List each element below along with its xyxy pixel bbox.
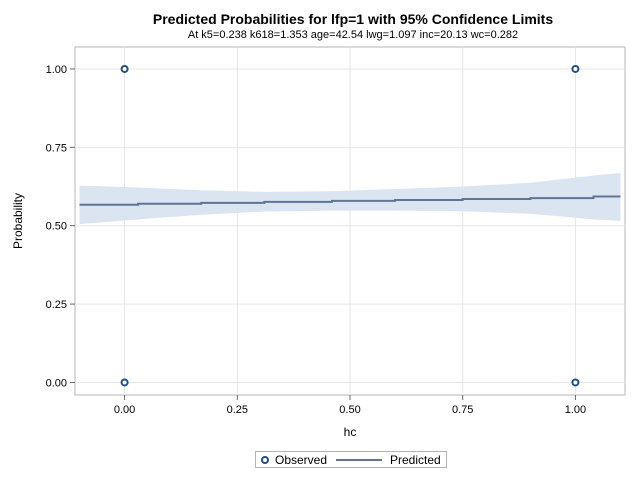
y-tick-label: 0.25 <box>46 299 67 311</box>
observed-point <box>571 64 580 73</box>
x-axis-ticks: 0.00 0.25 0.50 0.75 1.00 <box>114 395 586 416</box>
observed-point <box>120 64 129 73</box>
predicted-line-icon <box>336 459 382 461</box>
observed-marker-icon <box>261 456 269 464</box>
legend-label-predicted: Predicted <box>390 453 441 467</box>
x-tick-label: 0.00 <box>114 404 135 416</box>
observed-point <box>120 378 129 387</box>
confidence-band <box>79 173 621 225</box>
chart-title: Predicted Probabilities for lfp=1 with 9… <box>152 11 554 27</box>
y-tick-label: 0.75 <box>46 142 67 154</box>
observed-points-group <box>120 64 580 387</box>
y-axis-label: Probability <box>11 193 25 249</box>
observed-point <box>571 378 580 387</box>
chart-subtitle: At k5=0.238 k618=1.353 age=42.54 lwg=1.0… <box>187 29 519 41</box>
y-axis-ticks: 0.00 0.25 0.50 0.75 1.00 <box>46 64 75 389</box>
grid-lines <box>75 47 625 395</box>
confidence-band-group <box>79 173 621 225</box>
legend: Observed Predicted <box>255 451 447 468</box>
legend-item-predicted: Predicted <box>336 453 441 467</box>
y-tick-label: 0.00 <box>46 377 67 389</box>
y-tick-label: 1.00 <box>46 64 67 76</box>
legend-item-observed: Observed <box>261 453 327 467</box>
x-tick-label: 0.75 <box>452 404 473 416</box>
x-tick-label: 0.50 <box>339 404 360 416</box>
x-axis-label: hc <box>344 425 357 439</box>
y-tick-label: 0.50 <box>46 221 67 233</box>
x-tick-label: 0.25 <box>227 404 248 416</box>
predicted-line <box>79 195 621 206</box>
predicted-line-group <box>79 195 621 206</box>
legend-label-observed: Observed <box>275 453 328 467</box>
x-tick-label: 1.00 <box>565 404 586 416</box>
